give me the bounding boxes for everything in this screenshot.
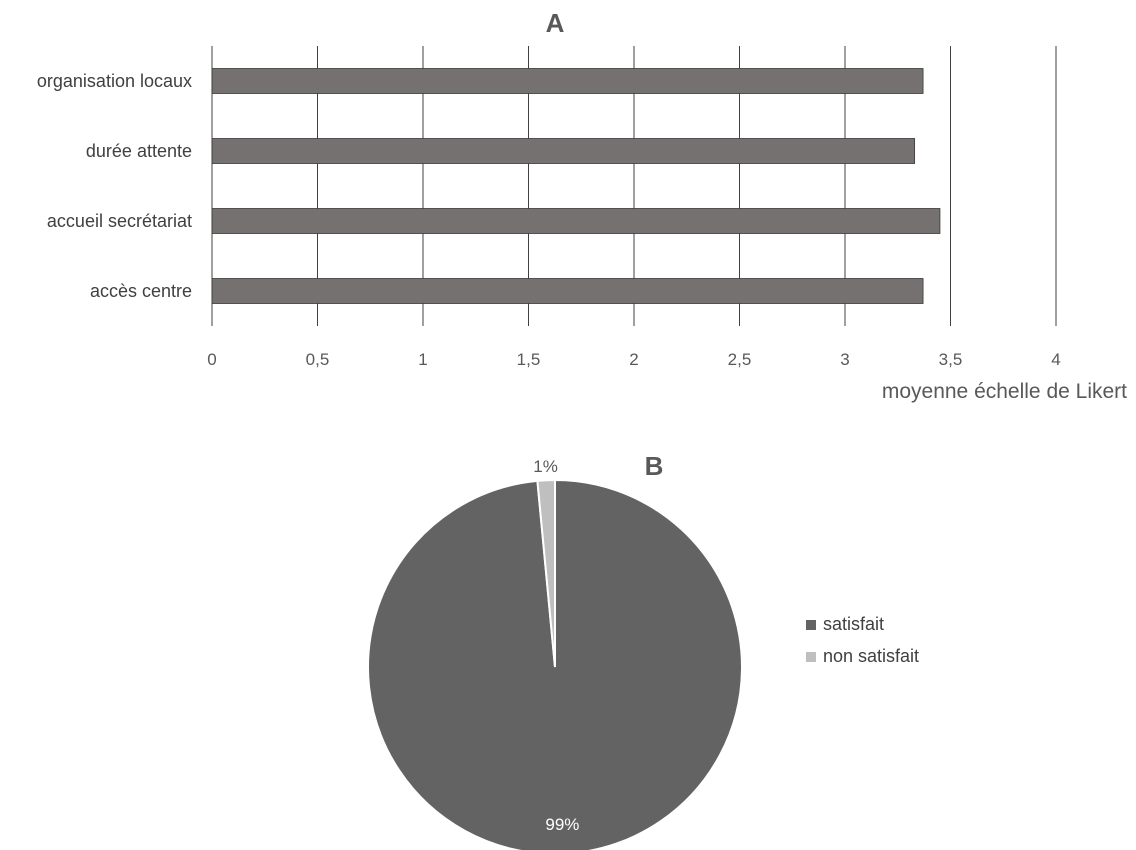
x-tick-label: 1 [418, 350, 427, 369]
category-label: accès centre [90, 281, 192, 301]
legend-swatch [806, 620, 816, 630]
x-tick-label: 3 [840, 350, 849, 369]
x-tick-label: 0 [207, 350, 216, 369]
bar [211, 208, 941, 234]
pie-data-label: 1% [533, 457, 558, 476]
pie-chart-data-labels: 99% 1% [533, 457, 579, 834]
legend-label: satisfait [823, 614, 884, 634]
pie-chart-b: B 99% 1% satisfait non satisfait [367, 451, 919, 850]
category-label: accueil secrétariat [47, 211, 192, 231]
x-tick-label: 1,5 [517, 350, 541, 369]
bar [211, 68, 924, 94]
x-tick-label: 2 [629, 350, 638, 369]
chart-b-title: B [645, 451, 664, 481]
bar [211, 278, 924, 304]
bar [211, 138, 916, 164]
x-tick-label: 3,5 [939, 350, 963, 369]
x-axis-title: moyenne échelle de Likert [882, 380, 1127, 403]
bar-chart-tick-labels: 0 0,5 1 1,5 2 2,5 3 3,5 4 [207, 350, 1060, 369]
legend-swatch [806, 652, 816, 662]
bar-chart-bars [211, 68, 941, 304]
pie-slice [536, 478, 556, 668]
bar-chart-category-labels: organisation locaux durée attente accueil … [37, 71, 192, 301]
pie-data-label: 99% [545, 815, 579, 834]
x-tick-label: 0,5 [306, 350, 330, 369]
category-label: durée attente [86, 141, 192, 161]
category-label: organisation locaux [37, 71, 192, 91]
bar-chart-a: A organisation locaux durée attente accuei… [37, 8, 1127, 403]
pie-chart-slices [367, 478, 743, 850]
x-tick-label: 4 [1051, 350, 1060, 369]
legend-label: non satisfait [823, 646, 919, 666]
pie-chart-legend: satisfait non satisfait [806, 614, 919, 666]
chart-a-title: A [546, 8, 565, 38]
x-tick-label: 2,5 [728, 350, 752, 369]
